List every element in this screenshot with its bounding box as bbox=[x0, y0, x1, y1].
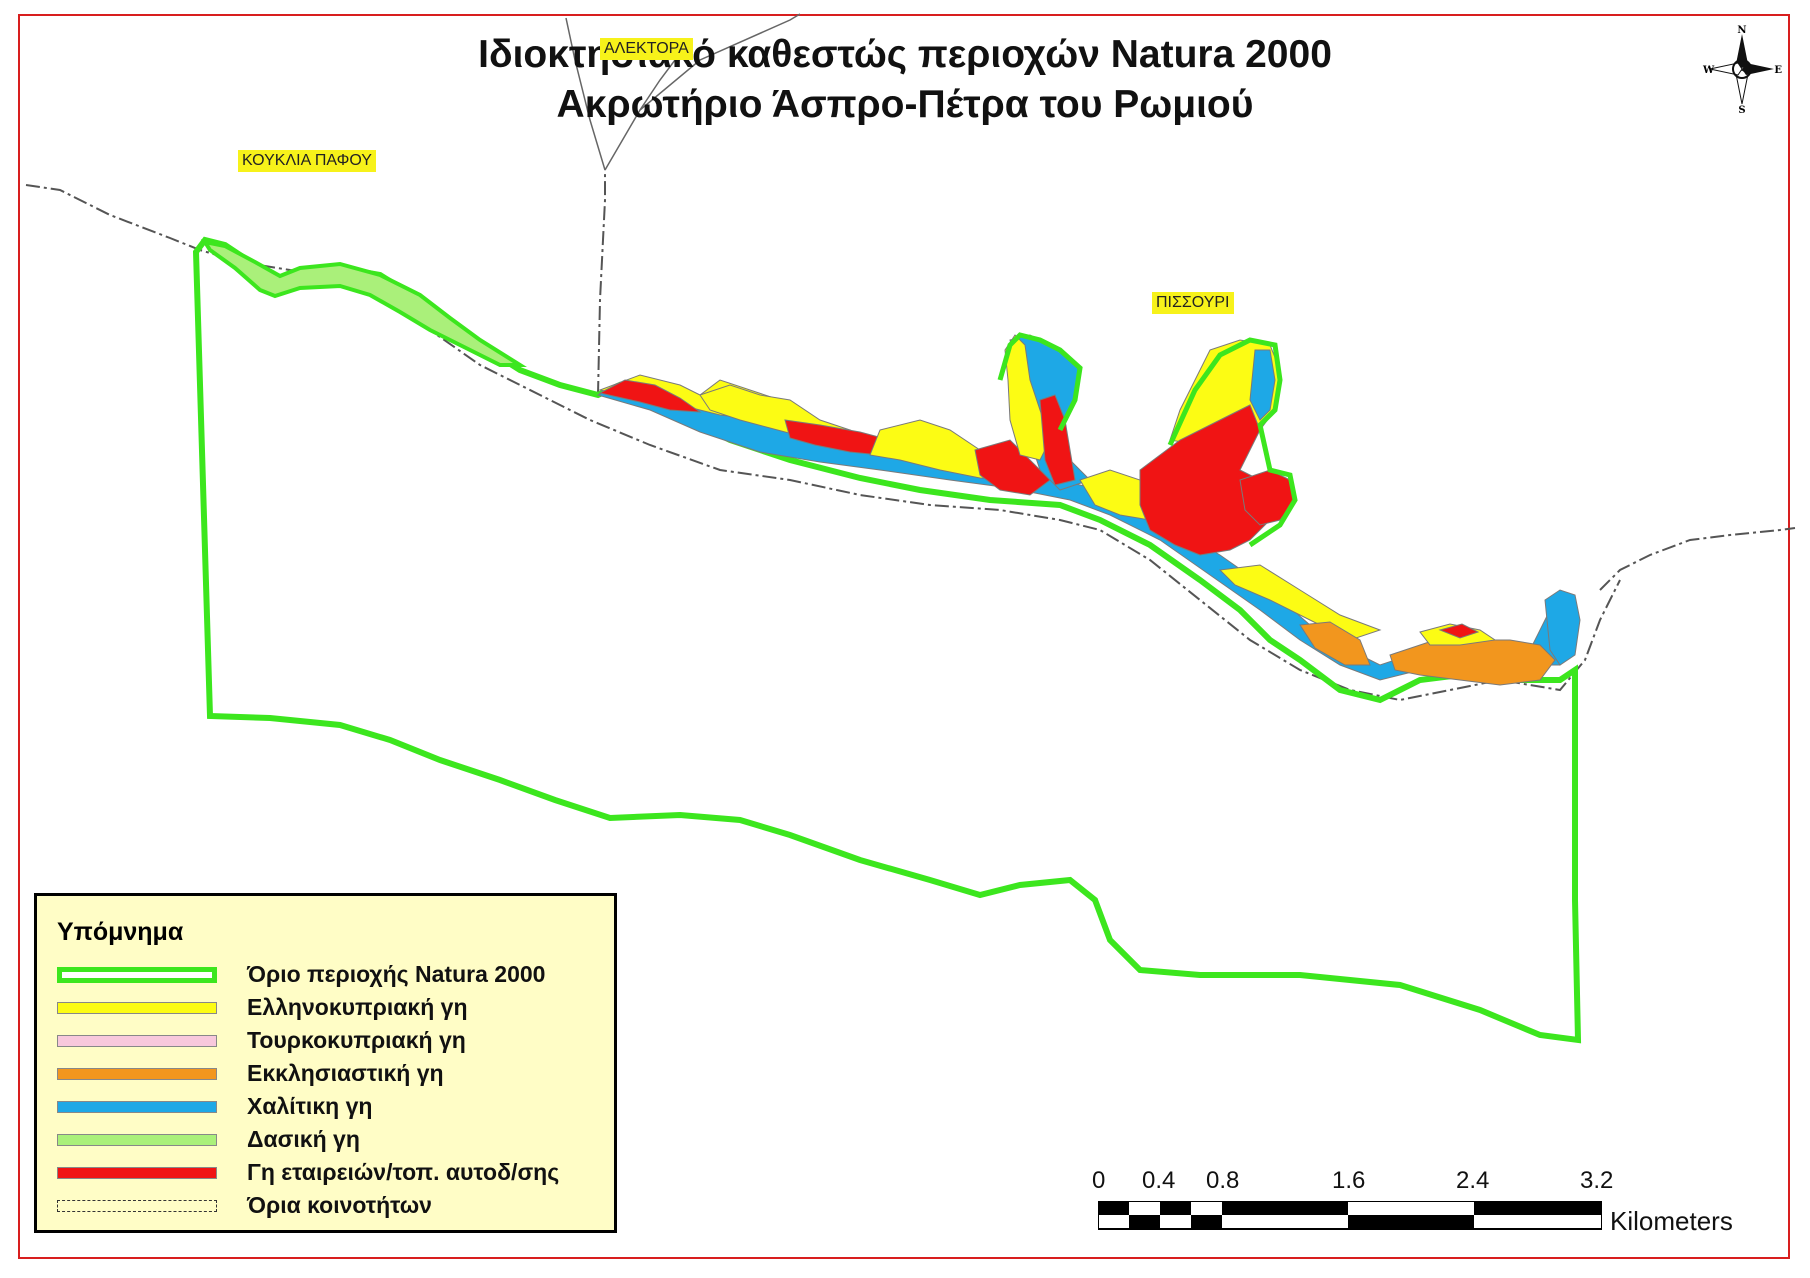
company-land-west bbox=[598, 379, 702, 413]
road-alektora-2 bbox=[604, 13, 801, 171]
scale-tick-0: 0 bbox=[1092, 1167, 1106, 1194]
boundary-line-north bbox=[597, 170, 606, 396]
forest-strip bbox=[200, 239, 527, 367]
scale-unit-label: Kilometers bbox=[1610, 1206, 1733, 1236]
legend-swatch-church bbox=[57, 1068, 217, 1080]
legend-title: Υπόμνημα bbox=[57, 918, 184, 946]
company-land-east-small bbox=[1438, 623, 1480, 639]
legend-item-turkish-cypriot: Τουρκοκυπριακή γη bbox=[57, 1027, 607, 1055]
map-frame bbox=[18, 14, 1790, 1259]
legend-label: Εκκλησιαστική γη bbox=[247, 1060, 444, 1086]
halitiki-east-cove bbox=[1544, 589, 1581, 666]
place-label-alektora: ΑΛΕΚΤΟΡΑ bbox=[600, 38, 693, 60]
legend-label: Γη εταιρειών/τοπ. αυτοδ/σης bbox=[247, 1159, 560, 1185]
map-title: Ιδιοκτησιακό καθεστώς περιοχών Natura 20… bbox=[300, 30, 1510, 130]
scale-tick-0-8: 0.8 bbox=[1206, 1167, 1240, 1194]
legend-swatch-natura bbox=[57, 967, 217, 983]
legend-swatch-turkish-cypriot bbox=[57, 1035, 217, 1047]
compass-e: E bbox=[1774, 65, 1782, 76]
halitiki-lobe bbox=[1249, 349, 1276, 421]
map-title-line-2: Ακρωτήριο Άσπρο-Πέτρα του Ρωμιού bbox=[556, 83, 1254, 126]
legend-label: Τουρκοκυπριακή γη bbox=[247, 1027, 466, 1053]
legend-label: Όριο περιοχής Natura 2000 bbox=[247, 961, 546, 987]
legend-item-church: Εκκλησιαστική γη bbox=[57, 1060, 607, 1088]
legend: Υπόμνημα Όριο περιοχής Natura 2000 Ελλην… bbox=[34, 893, 617, 1233]
company-land-mid-2 bbox=[974, 439, 1051, 496]
legend-item-forest: Δασική γη bbox=[57, 1126, 607, 1154]
legend-label: Χαλίτικη γη bbox=[247, 1093, 373, 1119]
boundary-line-east bbox=[1599, 527, 1796, 591]
scale-tick-1-6: 1.6 bbox=[1332, 1167, 1366, 1194]
map-title-line-1: Ιδιοκτησιακό καθεστώς περιοχών Natura 20… bbox=[478, 33, 1332, 76]
outline-east-lobe bbox=[1167, 337, 1298, 548]
legend-item-company-land: Γη εταιρειών/τοπ. αυτοδ/σης bbox=[57, 1159, 607, 1187]
legend-item-natura-boundary: Όριο περιοχής Natura 2000 bbox=[57, 961, 607, 989]
land-parcels bbox=[596, 334, 1581, 686]
legend-item-halitiki: Χαλίτικη γη bbox=[57, 1093, 607, 1121]
legend-swatch-greek-cypriot bbox=[57, 1002, 217, 1014]
scale-tick-0-4: 0.4 bbox=[1142, 1167, 1176, 1194]
legend-label: Ελληνοκυπριακή γη bbox=[247, 994, 468, 1020]
north-arrow-icon: N S W E bbox=[1702, 25, 1782, 114]
natura-2000-area bbox=[192, 236, 1582, 1044]
natura-lobe-outlines bbox=[997, 332, 1298, 548]
legend-swatch-halitiki bbox=[57, 1101, 217, 1113]
company-land-headland bbox=[1039, 394, 1076, 486]
legend-swatch-forest bbox=[57, 1134, 217, 1146]
outline-headland bbox=[997, 332, 1083, 432]
scale-tick-2-4: 2.4 bbox=[1456, 1167, 1490, 1194]
compass-w: W bbox=[1702, 65, 1715, 76]
scale-tick-3-2: 3.2 bbox=[1580, 1167, 1614, 1194]
place-label-kouklia: ΚΟΥΚΛΙΑ ΠΑΦΟΥ bbox=[238, 150, 376, 172]
legend-swatch-company-land bbox=[57, 1167, 217, 1179]
greek-cypriot-east-coast bbox=[1218, 564, 1382, 641]
place-label-pissouri: ΠΙΣΣΟΥΡΙ bbox=[1152, 292, 1234, 314]
compass-s: S bbox=[1738, 105, 1745, 114]
church-land-1 bbox=[1299, 621, 1371, 666]
legend-label: Όρια κοινοτήτων bbox=[247, 1192, 432, 1218]
scale-bar bbox=[1098, 1201, 1602, 1230]
legend-label: Δασική γη bbox=[247, 1126, 360, 1152]
legend-item-greek-cypriot: Ελληνοκυπριακή γη bbox=[57, 994, 607, 1022]
legend-item-community-boundaries: Όρια κοινοτήτων bbox=[57, 1192, 607, 1220]
compass-n: N bbox=[1737, 25, 1746, 36]
legend-swatch-community-boundaries bbox=[57, 1200, 217, 1212]
road-alektora bbox=[565, 17, 606, 171]
